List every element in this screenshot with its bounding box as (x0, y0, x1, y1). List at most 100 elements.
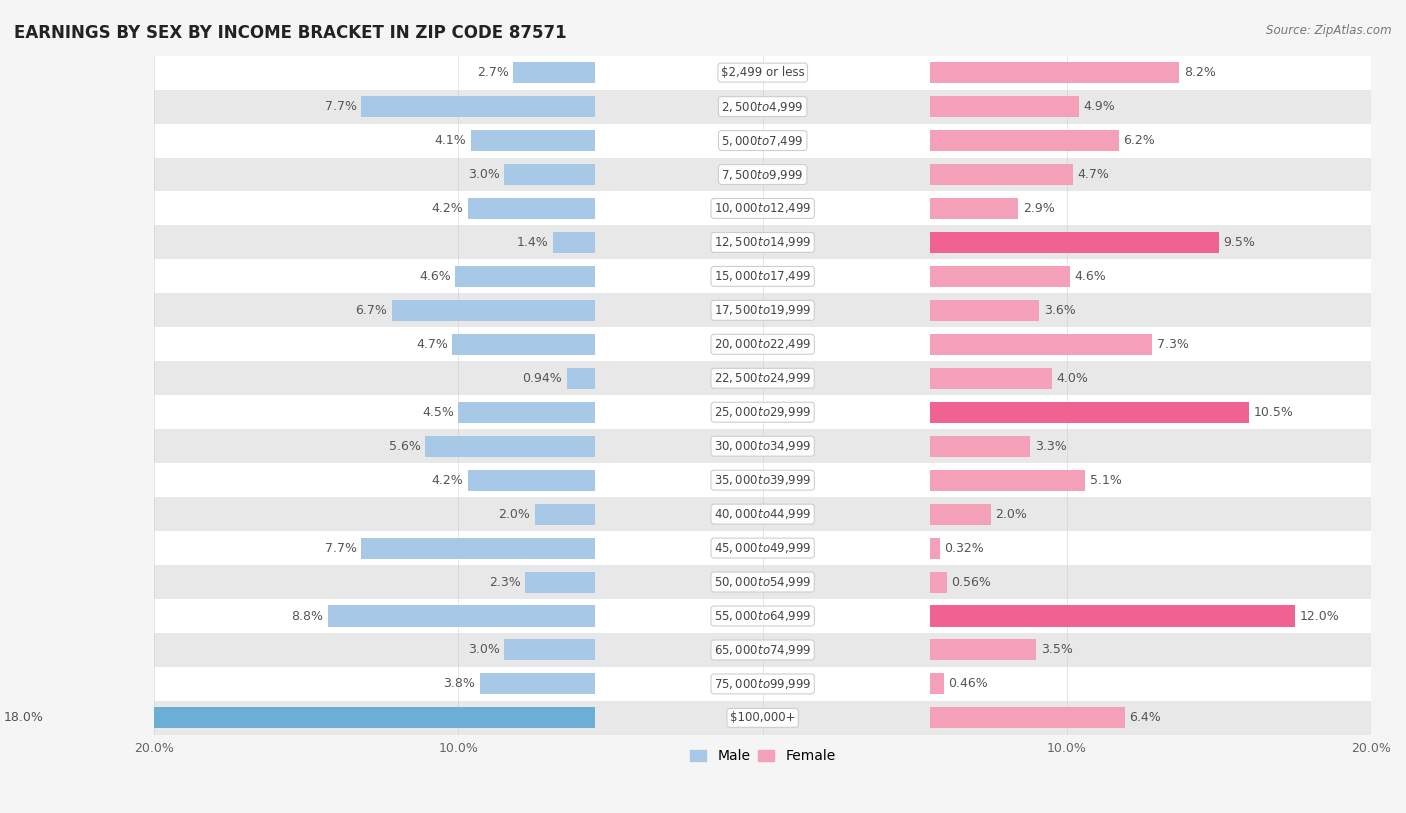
Text: 8.2%: 8.2% (1184, 66, 1216, 79)
Bar (361, 96, 595, 117)
Text: 3.3%: 3.3% (1035, 440, 1067, 453)
Text: 2.3%: 2.3% (489, 576, 520, 589)
Bar (328, 606, 595, 627)
Bar (48, 707, 595, 728)
Bar (929, 436, 1031, 457)
Text: 4.2%: 4.2% (432, 202, 463, 215)
Bar (155, 293, 1371, 328)
Text: 0.94%: 0.94% (523, 372, 562, 385)
Bar (567, 367, 595, 389)
Bar (929, 707, 1125, 728)
Bar (155, 667, 1371, 701)
Text: $35,000 to $39,999: $35,000 to $39,999 (714, 473, 811, 487)
Bar (155, 361, 1371, 395)
Text: $20,000 to $22,499: $20,000 to $22,499 (714, 337, 811, 351)
Text: 18.0%: 18.0% (3, 711, 44, 724)
Text: $17,500 to $19,999: $17,500 to $19,999 (714, 303, 811, 317)
Text: 2.7%: 2.7% (477, 66, 509, 79)
Text: 4.7%: 4.7% (1077, 168, 1109, 181)
Text: $2,499 or less: $2,499 or less (721, 66, 804, 79)
Bar (929, 572, 948, 593)
Bar (929, 367, 1052, 389)
Bar (471, 130, 595, 151)
Bar (392, 300, 595, 321)
Bar (155, 463, 1371, 497)
Bar (155, 124, 1371, 158)
Text: 0.46%: 0.46% (949, 677, 988, 690)
Text: $25,000 to $29,999: $25,000 to $29,999 (714, 405, 811, 420)
Bar (155, 192, 1371, 225)
Text: 2.0%: 2.0% (498, 507, 530, 520)
Text: $65,000 to $74,999: $65,000 to $74,999 (714, 643, 811, 657)
Bar (468, 470, 595, 491)
Text: $50,000 to $54,999: $50,000 to $54,999 (714, 575, 811, 589)
Bar (155, 55, 1371, 89)
Text: 5.1%: 5.1% (1090, 474, 1122, 487)
Text: 12.0%: 12.0% (1299, 610, 1340, 623)
Bar (155, 328, 1371, 361)
Bar (468, 198, 595, 219)
Text: 4.9%: 4.9% (1084, 100, 1115, 113)
Bar (505, 640, 595, 660)
Bar (929, 640, 1036, 660)
Bar (155, 259, 1371, 293)
Text: $30,000 to $34,999: $30,000 to $34,999 (714, 439, 811, 453)
Bar (155, 565, 1371, 599)
Text: 3.0%: 3.0% (468, 168, 499, 181)
Bar (155, 701, 1371, 735)
Text: 4.5%: 4.5% (422, 406, 454, 419)
Bar (929, 266, 1070, 287)
Bar (553, 232, 595, 253)
Bar (425, 436, 595, 457)
Text: 4.1%: 4.1% (434, 134, 467, 147)
Text: 4.6%: 4.6% (1074, 270, 1107, 283)
Text: 3.5%: 3.5% (1040, 643, 1073, 656)
Text: $2,500 to $4,999: $2,500 to $4,999 (721, 99, 804, 114)
Text: Source: ZipAtlas.com: Source: ZipAtlas.com (1267, 24, 1392, 37)
Bar (929, 300, 1039, 321)
Bar (929, 606, 1295, 627)
Bar (155, 225, 1371, 259)
Text: 3.0%: 3.0% (468, 643, 499, 656)
Bar (929, 96, 1078, 117)
Text: 3.8%: 3.8% (443, 677, 475, 690)
Bar (458, 402, 595, 423)
Bar (929, 334, 1152, 354)
Bar (929, 232, 1219, 253)
Bar (526, 572, 595, 593)
Text: 2.9%: 2.9% (1022, 202, 1054, 215)
Bar (155, 429, 1371, 463)
Text: $45,000 to $49,999: $45,000 to $49,999 (714, 541, 811, 555)
Text: $12,500 to $14,999: $12,500 to $14,999 (714, 236, 811, 250)
Bar (929, 673, 943, 694)
Bar (155, 89, 1371, 124)
Text: 8.8%: 8.8% (291, 610, 323, 623)
Text: 10.5%: 10.5% (1254, 406, 1294, 419)
Text: $7,500 to $9,999: $7,500 to $9,999 (721, 167, 804, 181)
Text: $15,000 to $17,499: $15,000 to $17,499 (714, 269, 811, 284)
Text: $10,000 to $12,499: $10,000 to $12,499 (714, 202, 811, 215)
Bar (456, 266, 595, 287)
Text: 2.0%: 2.0% (995, 507, 1028, 520)
Text: $100,000+: $100,000+ (730, 711, 796, 724)
Text: 4.7%: 4.7% (416, 338, 449, 351)
Bar (155, 531, 1371, 565)
Text: $22,500 to $24,999: $22,500 to $24,999 (714, 372, 811, 385)
Text: 6.7%: 6.7% (356, 304, 387, 317)
Text: $55,000 to $64,999: $55,000 to $64,999 (714, 609, 811, 623)
Bar (155, 633, 1371, 667)
Text: 7.7%: 7.7% (325, 541, 357, 554)
Text: 0.32%: 0.32% (945, 541, 984, 554)
Bar (929, 537, 939, 559)
Bar (929, 130, 1119, 151)
Bar (513, 62, 595, 83)
Text: 5.6%: 5.6% (388, 440, 420, 453)
Legend: Male, Female: Male, Female (685, 744, 841, 768)
Bar (929, 503, 991, 524)
Bar (929, 164, 1073, 185)
Bar (361, 537, 595, 559)
Text: 4.6%: 4.6% (419, 270, 451, 283)
Bar (929, 402, 1250, 423)
Text: 6.2%: 6.2% (1123, 134, 1154, 147)
Text: EARNINGS BY SEX BY INCOME BRACKET IN ZIP CODE 87571: EARNINGS BY SEX BY INCOME BRACKET IN ZIP… (14, 24, 567, 42)
